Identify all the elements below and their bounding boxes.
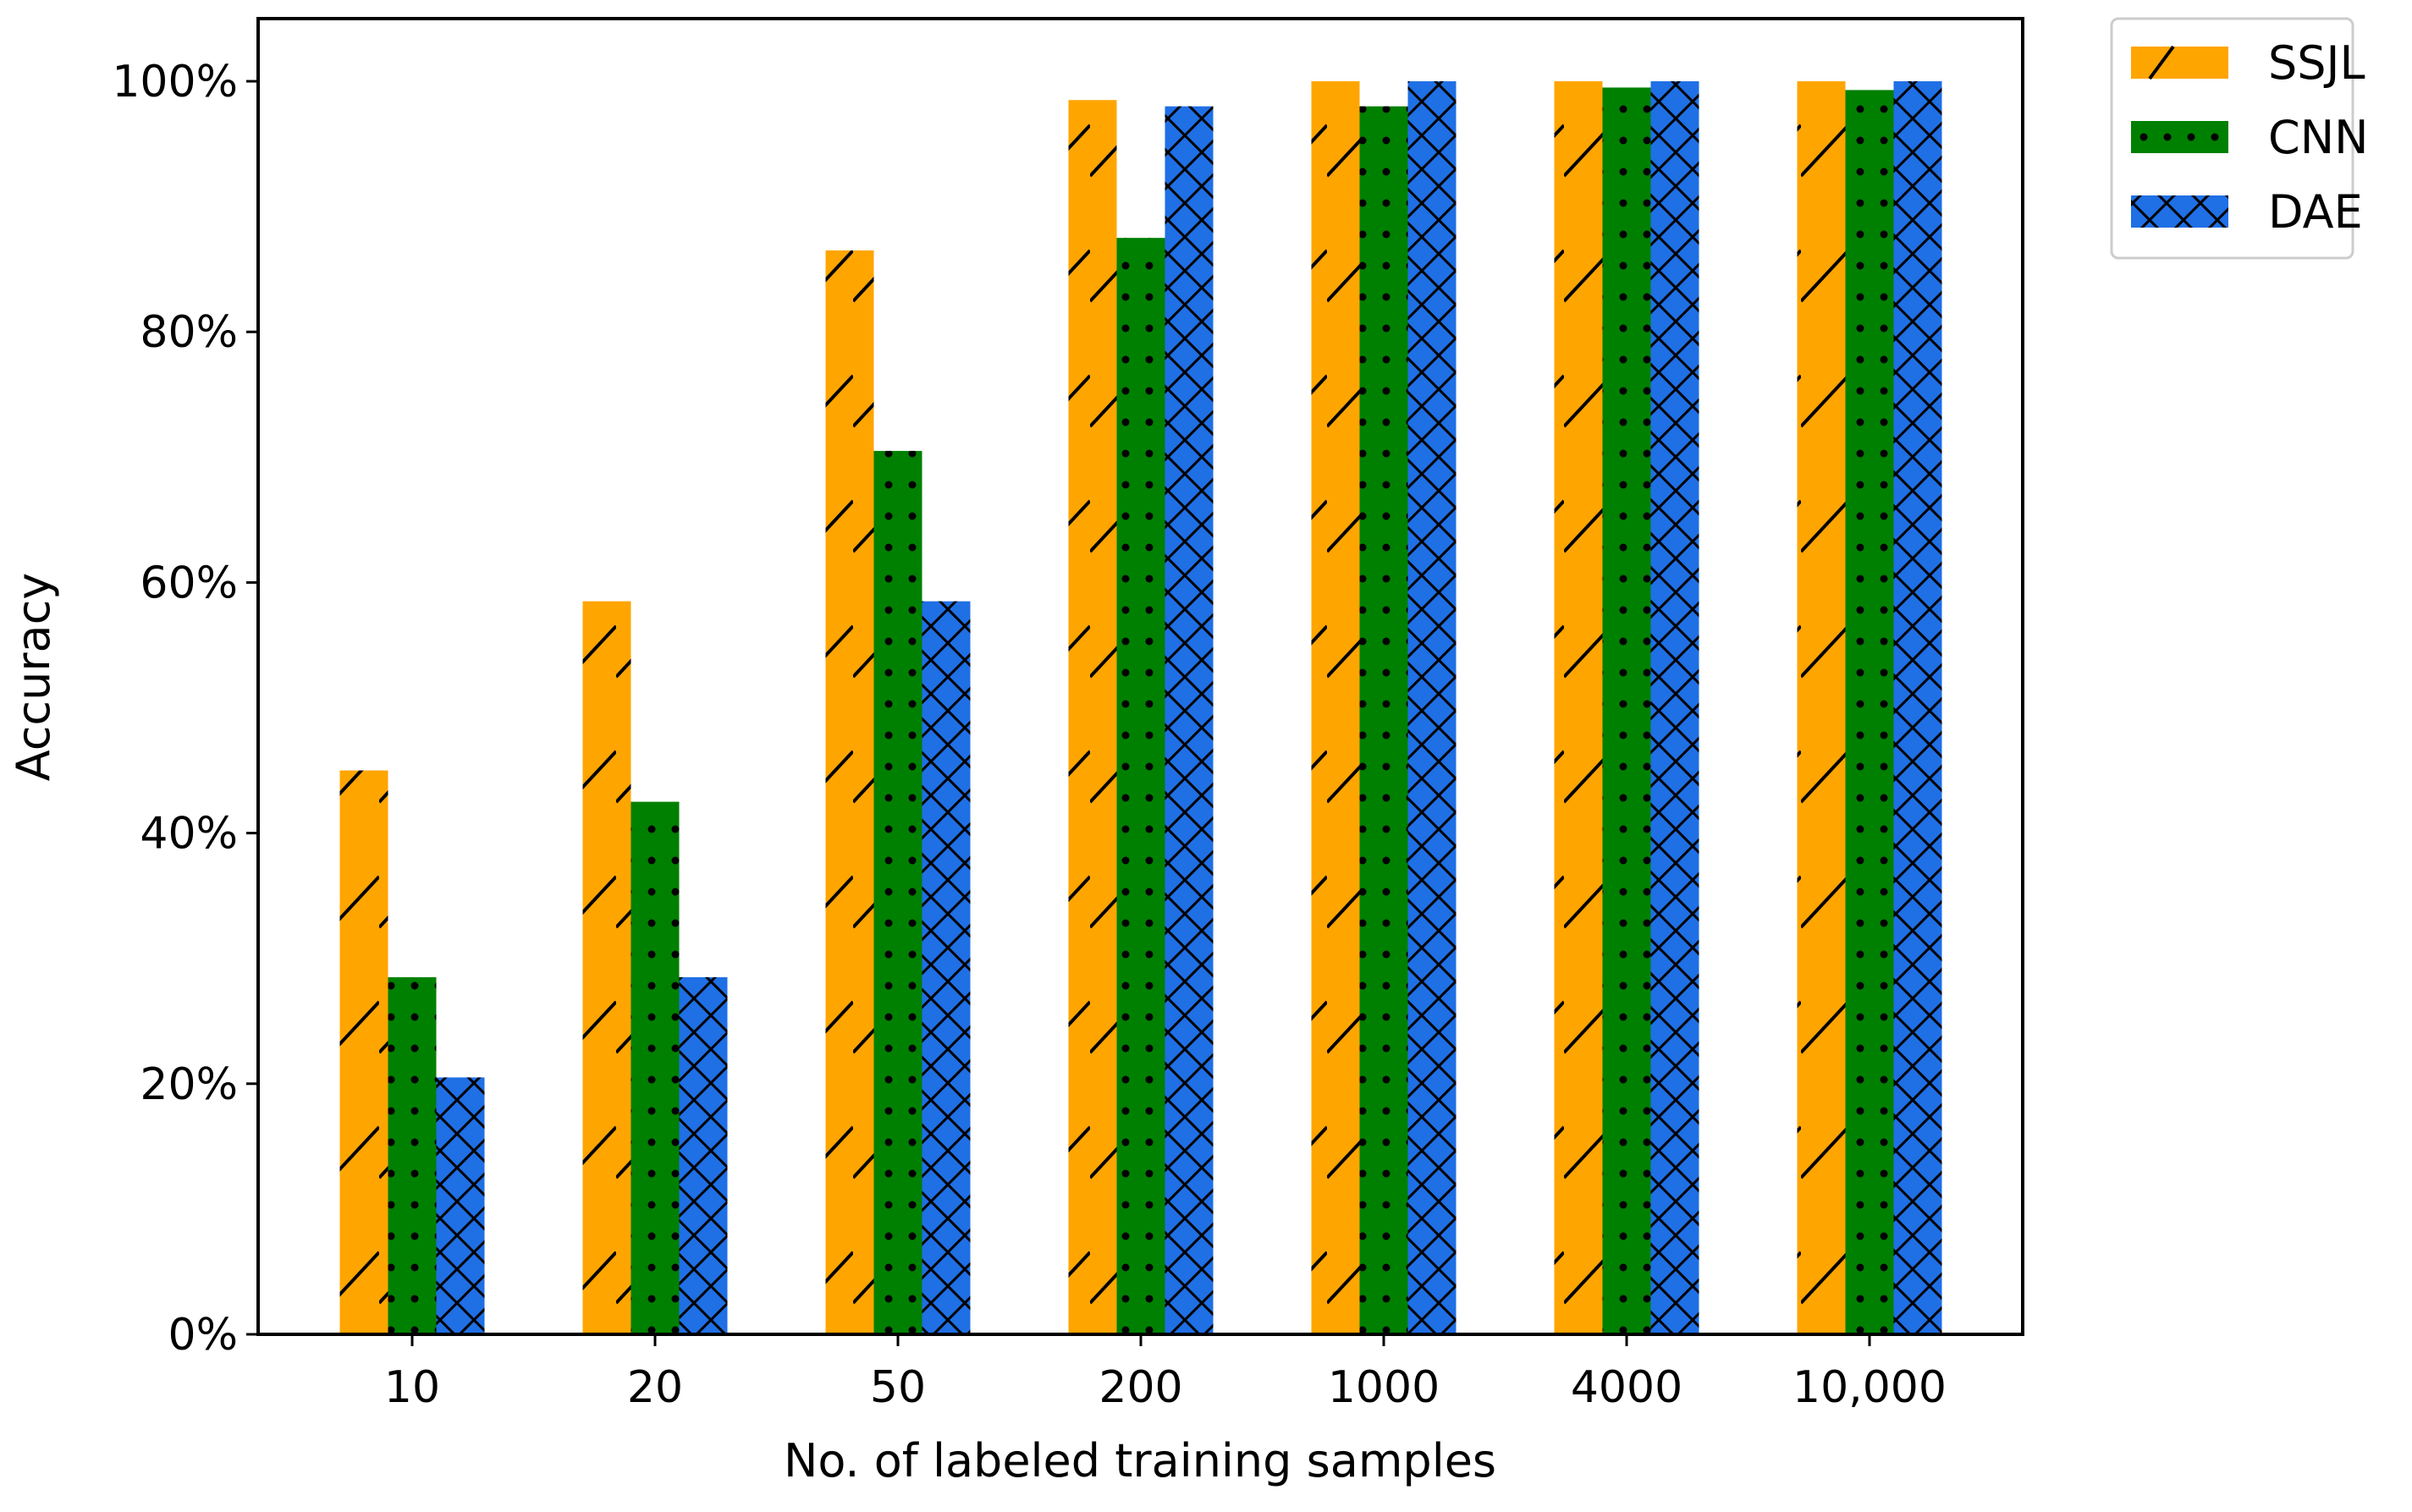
legend-swatch-dot xyxy=(2163,133,2172,141)
bar-dae-1000 xyxy=(1407,81,1457,1335)
x-tick-label: 1000 xyxy=(1328,1362,1440,1413)
bar-hatch xyxy=(1797,81,1846,1335)
bar-ssjl-10 xyxy=(339,770,388,1334)
bar-hatch xyxy=(436,1077,485,1334)
bar-cnn-20 xyxy=(631,801,680,1334)
bar-hatch xyxy=(679,976,728,1334)
bar-ssjl-50 xyxy=(825,250,874,1334)
y-tick-label: 60% xyxy=(140,558,238,608)
bar-hatch xyxy=(1311,81,1360,1335)
legend-swatch-dot xyxy=(2187,133,2195,141)
bar-hatch xyxy=(1602,87,1651,1334)
bar-hatch xyxy=(1068,100,1117,1334)
bar-hatch xyxy=(582,601,631,1334)
bar-hatch xyxy=(1554,81,1603,1335)
x-tick-label: 200 xyxy=(1099,1362,1182,1413)
bar-hatch xyxy=(1165,106,1214,1335)
bar-dae-10-000 xyxy=(1893,81,1942,1335)
bar-hatch xyxy=(1116,238,1165,1335)
bar-dae-4000 xyxy=(1650,81,1699,1335)
bar-cnn-10 xyxy=(388,976,437,1334)
x-axis-title: No. of labeled training samples xyxy=(784,1434,1496,1487)
legend-swatch xyxy=(2131,47,2228,79)
x-tick-label: 10,000 xyxy=(1792,1362,1947,1413)
bar-hatch xyxy=(825,250,874,1334)
bar-ssjl-1000 xyxy=(1311,81,1360,1335)
legend-item-cnn: CNN xyxy=(2131,111,2369,164)
bar-cnn-200 xyxy=(1116,238,1165,1335)
x-tick-label: 4000 xyxy=(1571,1362,1682,1413)
bar-ssjl-200 xyxy=(1068,100,1117,1334)
bar-cnn-4000 xyxy=(1602,87,1651,1334)
legend-swatch-dot xyxy=(2139,133,2148,141)
bar-ssjl-10-000 xyxy=(1797,81,1846,1335)
y-axis: 0% 20% 40% 60% 80% 100% xyxy=(112,57,258,1361)
bar-cnn-1000 xyxy=(1359,106,1408,1335)
bar-cnn-50 xyxy=(873,450,922,1334)
x-tick-label: 10 xyxy=(384,1362,440,1413)
legend-item-ssjl: SSJL xyxy=(2131,36,2365,90)
legend-swatch-dot xyxy=(2211,133,2219,141)
bar-dae-20 xyxy=(679,976,728,1334)
bar-hatch xyxy=(1650,81,1699,1335)
y-tick-label: 80% xyxy=(140,307,238,358)
y-tick-label: 20% xyxy=(140,1059,238,1110)
legend-swatch-hatch xyxy=(2131,195,2228,228)
bar-ssjl-4000 xyxy=(1554,81,1603,1335)
bar-cnn-10-000 xyxy=(1845,90,1894,1334)
bar-hatch xyxy=(631,801,680,1334)
bar-hatch xyxy=(922,601,971,1334)
bar-hatch xyxy=(1407,81,1457,1335)
bar-hatch xyxy=(1359,106,1408,1335)
bar-hatch xyxy=(1893,81,1942,1335)
y-tick-label: 40% xyxy=(140,809,238,860)
bar-hatch xyxy=(339,770,388,1334)
x-axis: 10 20 50 200 1000 4000 10,000 xyxy=(384,1334,1947,1413)
legend-item-dae: DAE xyxy=(2131,185,2363,239)
bar-dae-200 xyxy=(1165,106,1214,1335)
bar-dae-10 xyxy=(436,1077,485,1334)
x-tick-label: 50 xyxy=(870,1362,926,1413)
bars-layer xyxy=(339,81,1942,1335)
legend-label: DAE xyxy=(2268,185,2363,239)
bar-dae-50 xyxy=(922,601,971,1334)
x-tick-label: 20 xyxy=(627,1362,683,1413)
y-tick-label: 100% xyxy=(112,57,238,107)
legend-swatch-hatch xyxy=(2148,45,2175,80)
y-tick-label: 0% xyxy=(168,1310,239,1361)
bar-hatch xyxy=(1845,90,1894,1334)
bar-hatch xyxy=(388,976,437,1334)
legend: SSJL CNN DAE xyxy=(2110,17,2369,260)
bar-hatch xyxy=(873,450,922,1334)
y-axis-title: Accuracy xyxy=(7,573,60,782)
bar-ssjl-20 xyxy=(582,601,631,1334)
legend-label: SSJL xyxy=(2268,36,2365,90)
legend-label: CNN xyxy=(2268,111,2369,164)
